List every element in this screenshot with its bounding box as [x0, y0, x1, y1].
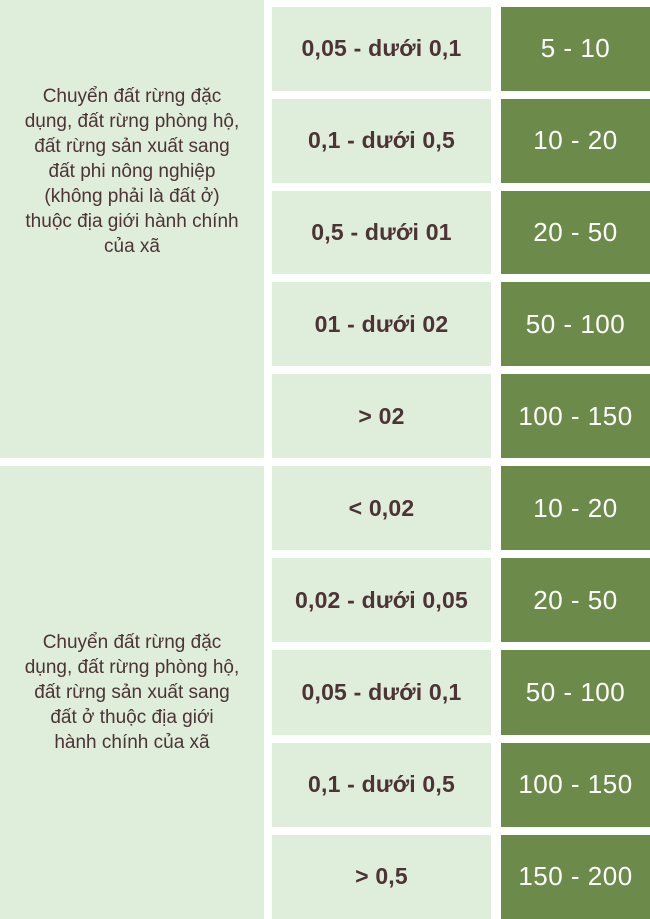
area-range-cell: 0,1 - dưới 0,5 [272, 98, 491, 183]
area-range-column: < 0,02 0,02 - dưới 0,05 0,05 - dưới 0,1 … [272, 466, 491, 919]
area-range-cell: > 02 [272, 374, 491, 458]
area-range-cell: 0,05 - dưới 0,1 [272, 650, 491, 735]
area-range-cell: < 0,02 [272, 466, 491, 551]
category-cell: Chuyển đất rừng đặc dụng, đất rừng phòng… [0, 0, 264, 458]
area-range-cell: 0,5 - dưới 01 [272, 190, 491, 275]
area-range-cell: 0,05 - dưới 0,1 [272, 7, 491, 91]
area-range-cell: 0,02 - dưới 0,05 [272, 558, 491, 643]
table-section-residential: Chuyển đất rừng đặc dụng, đất rừng phòng… [0, 466, 650, 919]
fine-amount-cell: 10 - 20 [501, 98, 650, 183]
fine-amount-cell: 50 - 100 [501, 650, 650, 735]
area-range-cell: 01 - dưới 02 [272, 282, 491, 367]
area-range-cell: 0,1 - dưới 0,5 [272, 742, 491, 827]
area-range-cell: > 0,5 [272, 834, 491, 919]
fine-amount-cell: 50 - 100 [501, 282, 650, 367]
fine-amount-cell: 20 - 50 [501, 558, 650, 643]
category-text: Chuyển đất rừng đặc dụng, đất rừng phòng… [24, 632, 240, 753]
table-section-non-residential: Chuyển đất rừng đặc dụng, đất rừng phòng… [0, 0, 650, 458]
fine-amount-cell: 10 - 20 [501, 466, 650, 551]
area-range-column: 0,05 - dưới 0,1 0,1 - dưới 0,5 0,5 - dướ… [272, 0, 491, 458]
fine-amount-cell: 5 - 10 [501, 7, 650, 91]
category-text: Chuyển đất rừng đặc dụng, đất rừng phòng… [24, 85, 240, 257]
category-cell: Chuyển đất rừng đặc dụng, đất rừng phòng… [0, 466, 264, 919]
fine-amount-cell: 20 - 50 [501, 190, 650, 275]
fine-amount-cell: 150 - 200 [501, 834, 650, 919]
fine-amount-cell: 100 - 150 [501, 374, 650, 458]
fine-amount-column: 10 - 20 20 - 50 50 - 100 100 - 150 150 -… [501, 466, 650, 919]
fine-amount-cell: 100 - 150 [501, 742, 650, 827]
fine-amount-column: 5 - 10 10 - 20 20 - 50 50 - 100 100 - 15… [501, 0, 650, 458]
